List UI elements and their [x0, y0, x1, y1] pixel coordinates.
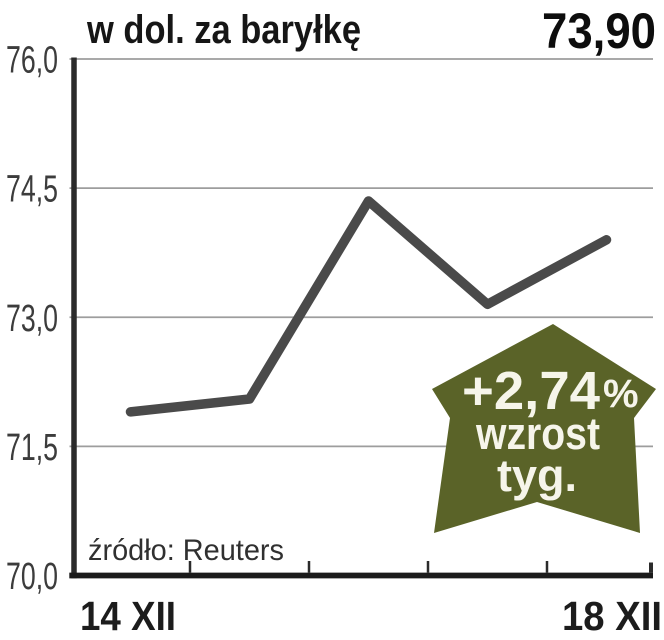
y-tick-label: 76,0 — [6, 40, 58, 82]
y-tick-label: 70,0 — [6, 556, 58, 598]
axes — [69, 57, 653, 579]
y-tick-label: 71,5 — [6, 427, 58, 469]
badge-percent-sign: % — [603, 372, 639, 416]
price-line-series — [125, 196, 612, 417]
y-axis-labels: 76,0 74,5 73,0 71,5 70,0 — [6, 40, 58, 599]
source-note: źródło: Reuters — [88, 534, 284, 567]
badge-caption-line1: wzrost — [475, 408, 600, 459]
y-tick-label: 73,0 — [6, 298, 58, 340]
chart-subtitle: w dol. za baryłkę — [86, 8, 361, 52]
x-axis-label-start: 14 XII — [80, 593, 176, 639]
badge-caption-line2: tyg. — [497, 450, 577, 501]
y-tick-label: 74,5 — [6, 169, 58, 211]
x-axis-label-end: 18 XII — [562, 593, 662, 639]
badge-change-value: +2,74 — [462, 361, 600, 421]
latest-value: 73,90 — [542, 3, 656, 59]
weekly-change-badge: +2,74 % wzrost tyg. — [432, 324, 656, 533]
up-arrow-icon — [432, 324, 656, 533]
